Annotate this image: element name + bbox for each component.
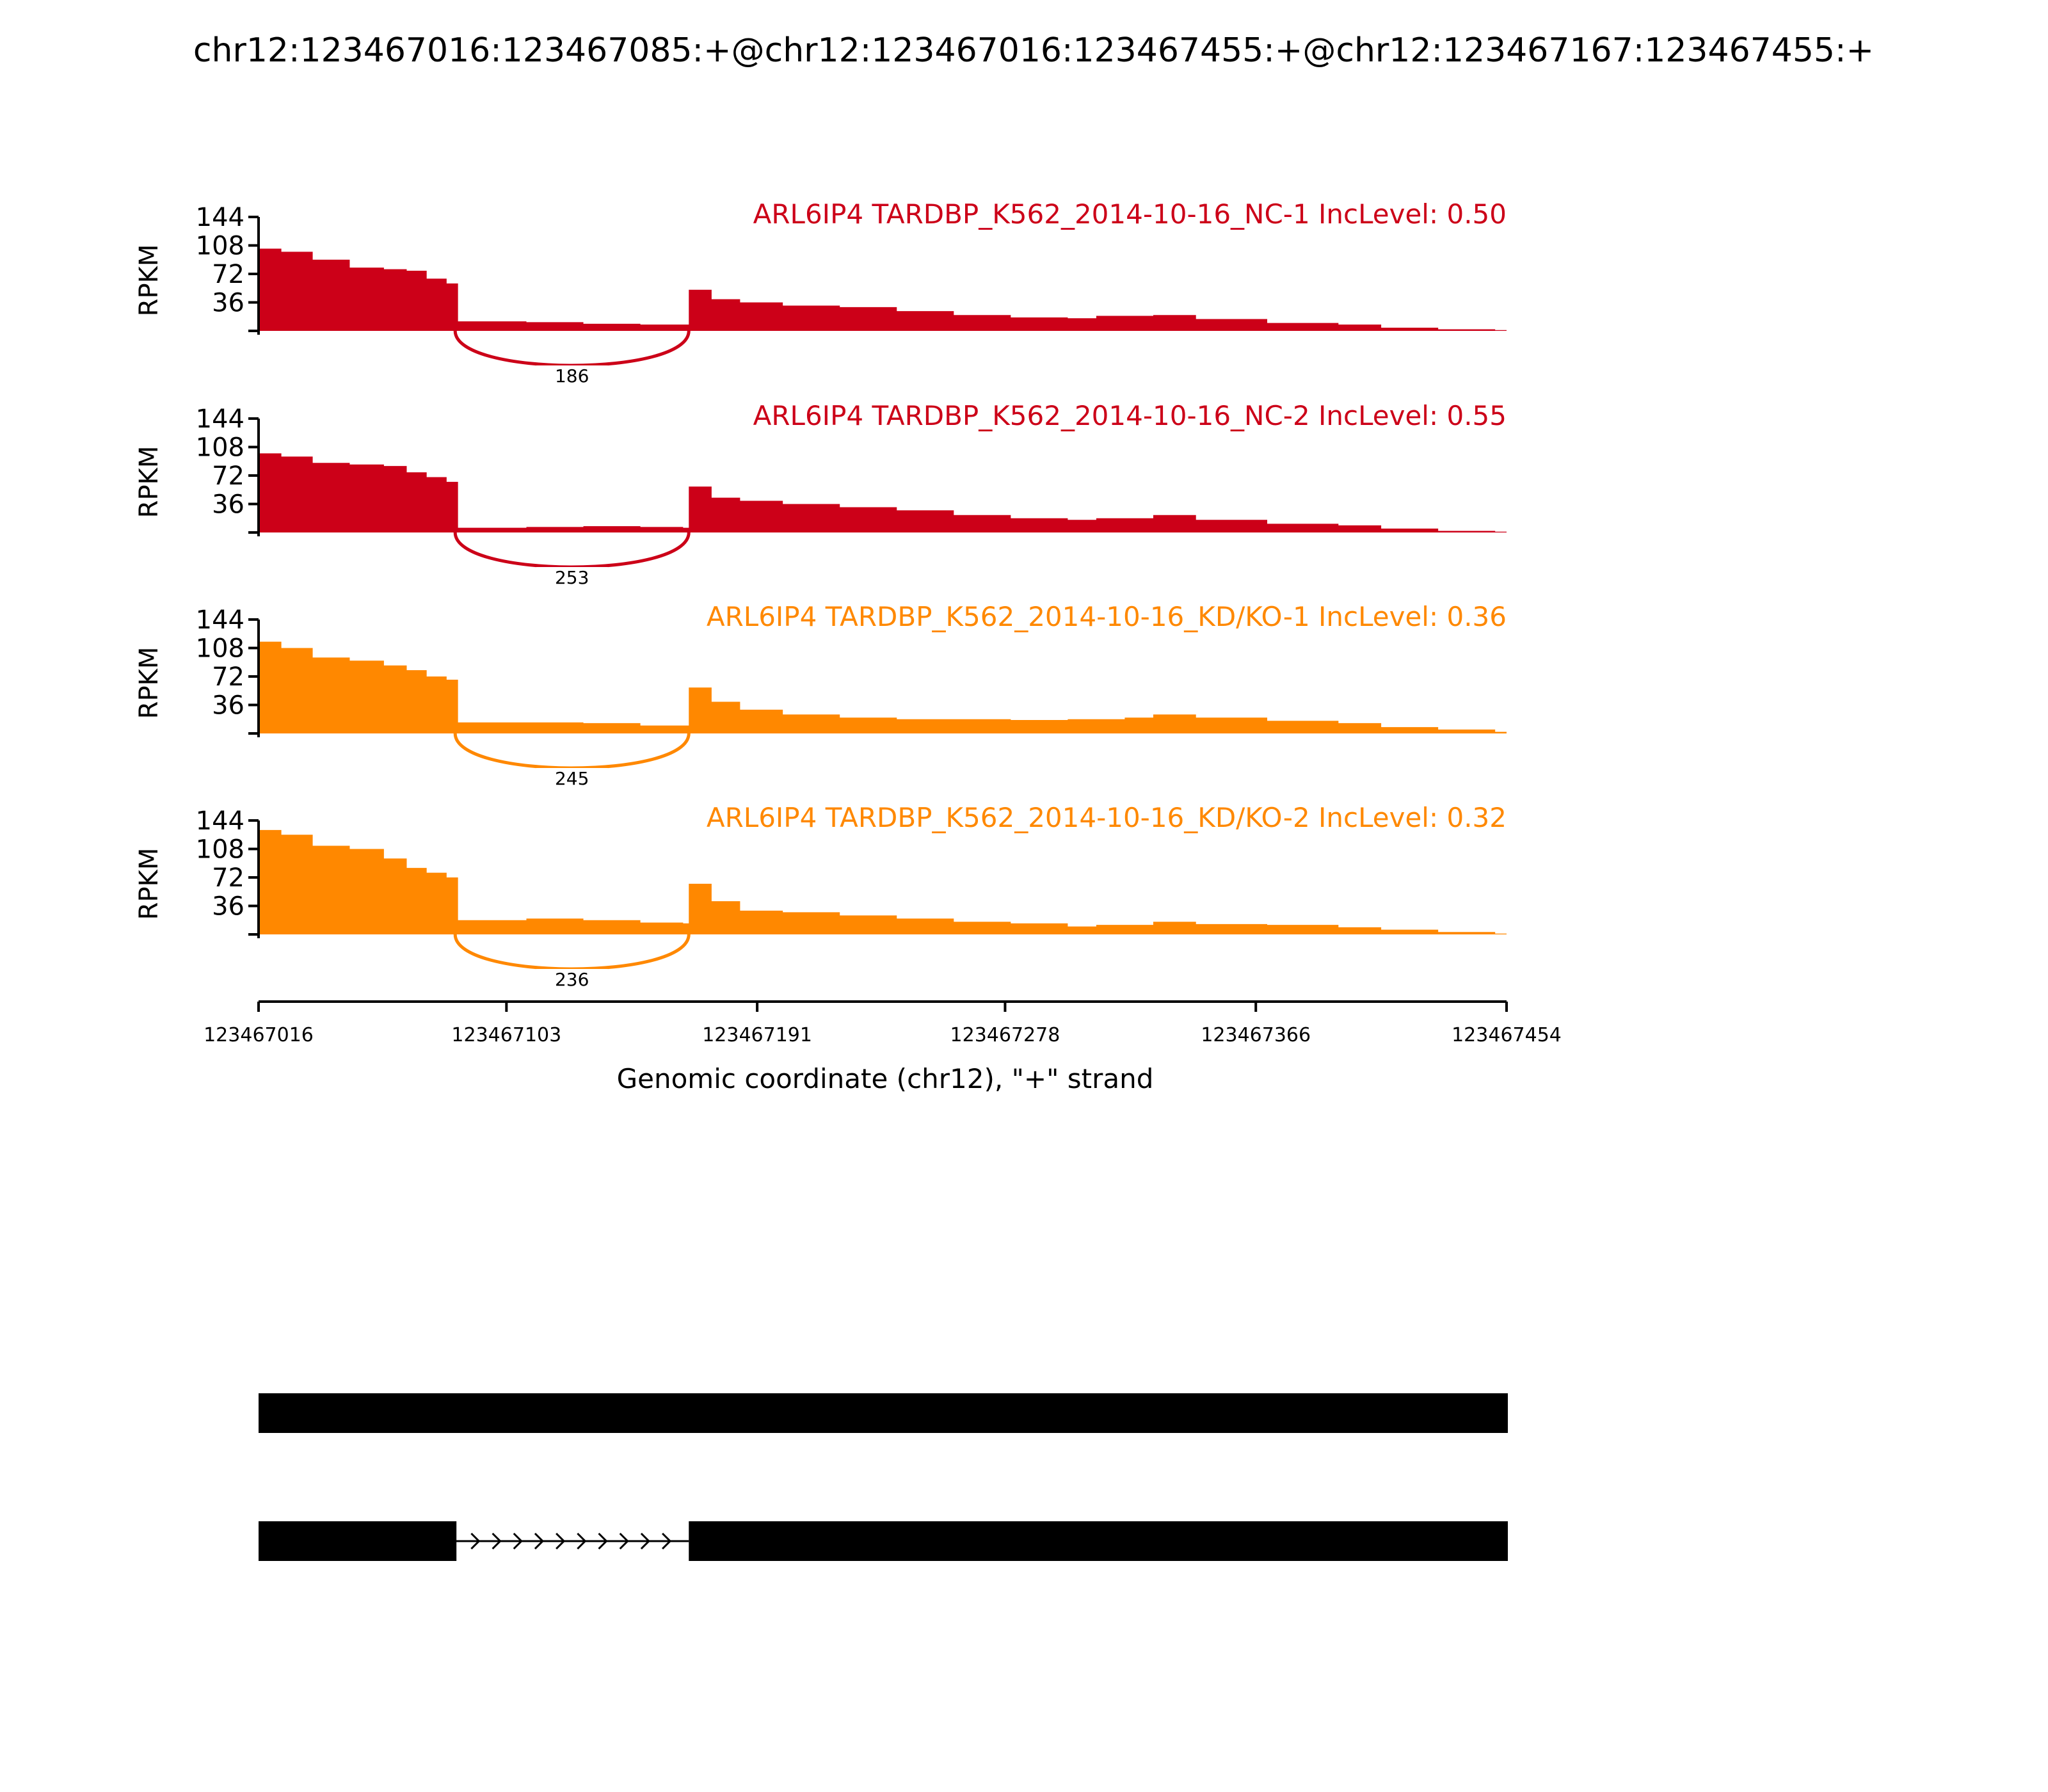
track-label: ARL6IP4 TARDBP_K562_2014-10-16_NC-2 IncL… bbox=[753, 400, 1507, 431]
junction-arc bbox=[453, 330, 691, 367]
y-tick-label: 144 bbox=[196, 806, 244, 836]
junction-label-bg bbox=[536, 567, 608, 589]
y-tick-label: 108 bbox=[196, 634, 244, 664]
coverage-area bbox=[259, 453, 1507, 532]
junction-count: 245 bbox=[555, 768, 589, 789]
y-axis-label: RPKM bbox=[134, 647, 164, 719]
x-axis: 123467016 123467103 123467191 123467278 1234… bbox=[204, 1000, 1562, 1046]
x-tick-label: 123467454 bbox=[1452, 1024, 1562, 1046]
y-tick-label: 108 bbox=[196, 835, 244, 865]
coverage-area bbox=[259, 248, 1507, 331]
x-tick-label: 123467278 bbox=[950, 1024, 1060, 1046]
track-label: ARL6IP4 TARDBP_K562_2014-10-16_KD/KO-2 I… bbox=[707, 802, 1507, 833]
junction-count: 253 bbox=[555, 567, 589, 588]
y-tick-label: 36 bbox=[212, 289, 244, 318]
y-tick-label: 108 bbox=[196, 433, 244, 463]
isoform-model bbox=[259, 1393, 1508, 1433]
junction-label-bg bbox=[536, 365, 608, 387]
y-tick-label: 36 bbox=[212, 892, 244, 922]
x-tick-label: 123467191 bbox=[702, 1024, 812, 1046]
y-tick-label: 144 bbox=[196, 605, 244, 635]
strand-arrow-icon bbox=[492, 1532, 502, 1550]
junction-count: 186 bbox=[555, 365, 589, 387]
y-axis-label: RPKM bbox=[134, 244, 164, 317]
strand-arrow-icon bbox=[470, 1532, 481, 1550]
y-tick-label: 72 bbox=[212, 863, 244, 893]
strand-arrow-icon bbox=[619, 1532, 629, 1550]
track-label: ARL6IP4 TARDBP_K562_2014-10-16_KD/KO-1 I… bbox=[707, 601, 1507, 632]
strand-arrow-icon bbox=[534, 1532, 545, 1550]
junction-count: 236 bbox=[555, 969, 589, 990]
x-tick-label: 123467016 bbox=[204, 1024, 314, 1046]
y-tick-label: 108 bbox=[196, 232, 244, 261]
junction-arc bbox=[453, 733, 691, 770]
x-tick-label: 123467366 bbox=[1201, 1024, 1311, 1046]
figure-title: chr12:123467016:123467085:+@chr12:123467… bbox=[193, 31, 1874, 70]
y-tick-label: 72 bbox=[212, 461, 244, 491]
strand-arrow-icon bbox=[556, 1532, 566, 1550]
strand-arrow-icon bbox=[598, 1532, 608, 1550]
isoform-model bbox=[259, 1521, 1508, 1561]
y-tick-label: 144 bbox=[196, 203, 244, 232]
isoform-models bbox=[259, 1393, 1508, 1561]
exon-block bbox=[259, 1393, 1508, 1433]
exon-block bbox=[689, 1521, 1508, 1561]
y-axis-label: RPKM bbox=[134, 446, 164, 518]
x-tick-label: 123467103 bbox=[451, 1024, 561, 1046]
track-label: ARL6IP4 TARDBP_K562_2014-10-16_NC-1 IncL… bbox=[753, 198, 1507, 230]
junction-label-bg bbox=[536, 969, 608, 991]
junction-arc bbox=[453, 934, 691, 971]
y-tick-label: 36 bbox=[212, 691, 244, 721]
y-tick-label: 36 bbox=[212, 490, 244, 520]
x-axis-label: Genomic coordinate (chr12), "+" strand bbox=[617, 1063, 1154, 1094]
coverage-area bbox=[259, 829, 1507, 934]
strand-arrow-icon bbox=[513, 1532, 523, 1550]
exon-block bbox=[259, 1521, 457, 1561]
junction-arc bbox=[453, 532, 691, 569]
junction-label-bg bbox=[536, 768, 608, 790]
strand-arrow-icon bbox=[662, 1532, 672, 1550]
y-tick-label: 72 bbox=[212, 662, 244, 692]
y-axis-label: RPKM bbox=[134, 848, 164, 920]
coverage-area bbox=[259, 641, 1507, 733]
strand-arrow-icon bbox=[640, 1532, 651, 1550]
y-tick-label: 72 bbox=[212, 260, 244, 289]
strand-arrow-icon bbox=[577, 1532, 587, 1550]
y-tick-label: 144 bbox=[196, 404, 244, 434]
